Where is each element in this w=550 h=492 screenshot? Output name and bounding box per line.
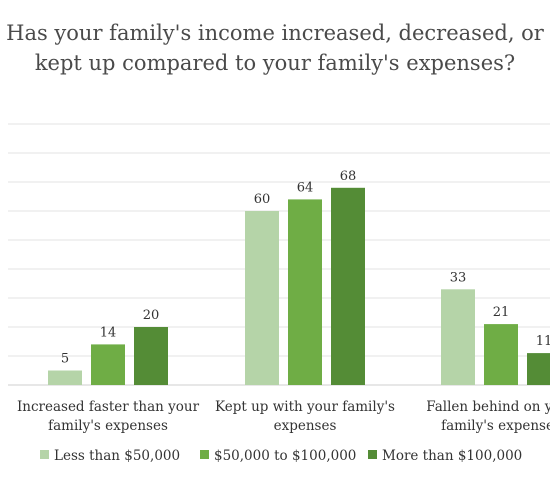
bar xyxy=(527,353,550,385)
legend-label: More than $100,000 xyxy=(382,448,523,464)
data-label: 68 xyxy=(340,169,357,184)
bar xyxy=(245,211,279,385)
data-label: 33 xyxy=(450,270,467,285)
legend-item: $50,000 to $100,000 xyxy=(200,448,356,464)
category-label: expenses xyxy=(274,418,337,434)
bar xyxy=(331,187,365,385)
data-label: 64 xyxy=(297,180,314,195)
legend-swatch xyxy=(368,450,377,459)
category-label: Kept up with your family's xyxy=(215,399,395,415)
category-label: Fallen behind on your xyxy=(426,399,550,415)
category-label: Increased faster than your xyxy=(17,399,200,415)
legend-swatch xyxy=(200,450,209,459)
legend-item: Less than $50,000 xyxy=(40,448,180,464)
bar xyxy=(441,289,475,385)
bar xyxy=(91,344,125,385)
data-label: 21 xyxy=(493,305,510,320)
data-label: 5 xyxy=(61,352,69,367)
bar xyxy=(134,327,168,385)
data-label: 14 xyxy=(100,325,117,340)
bar xyxy=(288,199,322,385)
chart-title: Has your family's income increased, decr… xyxy=(0,18,550,78)
data-label: 20 xyxy=(143,308,160,323)
chart-legend: Less than $50,000 $50,000 to $100,000 More… xyxy=(0,448,550,468)
chart-title-line: Has your family's income increased, decr… xyxy=(6,21,544,45)
legend-label: Less than $50,000 xyxy=(54,448,181,464)
legend-swatch xyxy=(40,450,49,459)
data-label: 11 xyxy=(536,334,550,349)
chart-title-line: kept up compared to your family's expens… xyxy=(34,51,516,75)
data-label: 60 xyxy=(254,192,271,207)
category-label: family's expenses xyxy=(48,418,168,434)
legend-label: $50,000 to $100,000 xyxy=(214,448,357,464)
category-label: family's expenses xyxy=(441,418,550,434)
bar xyxy=(484,324,518,385)
bar xyxy=(48,370,82,385)
legend-item: More than $100,000 xyxy=(368,448,522,464)
